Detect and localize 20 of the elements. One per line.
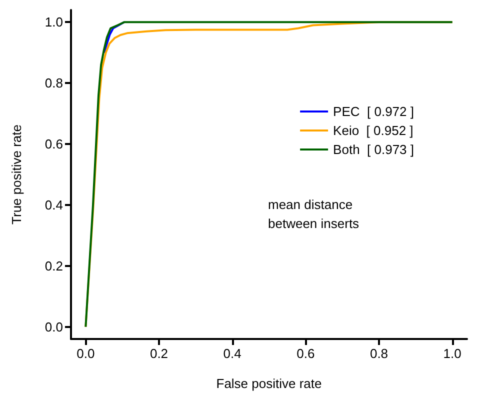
y-tick-label: 0.2 xyxy=(44,258,63,274)
legend-label: Keio [ 0.952 ] xyxy=(333,123,414,138)
x-tick-label: 1.0 xyxy=(443,346,462,361)
line-series xyxy=(103,21,126,54)
y-tick-label: 0.6 xyxy=(44,136,63,152)
y-tick-label: 1.0 xyxy=(44,14,63,30)
x-tick-label: 0.8 xyxy=(370,346,388,361)
legend-label: PEC [ 0.972 ] xyxy=(333,104,414,119)
x-tick-label: 0.0 xyxy=(76,346,95,361)
line-series xyxy=(84,21,454,328)
x-tick-label: 0.2 xyxy=(150,346,168,361)
y-tick-label: 0.8 xyxy=(44,76,63,91)
legend-label: Both [ 0.973 ] xyxy=(333,142,414,157)
x-axis-title: False positive rate xyxy=(216,376,322,391)
x-tick-label: 0.4 xyxy=(223,346,242,361)
annotation: mean distance between inserts xyxy=(268,197,360,231)
y-tick-label: 0.4 xyxy=(44,197,63,212)
x-tick-label: 0.6 xyxy=(296,346,315,361)
y-axis-title: True positive rate xyxy=(9,124,24,224)
y-tick-label: 0.0 xyxy=(44,319,63,334)
